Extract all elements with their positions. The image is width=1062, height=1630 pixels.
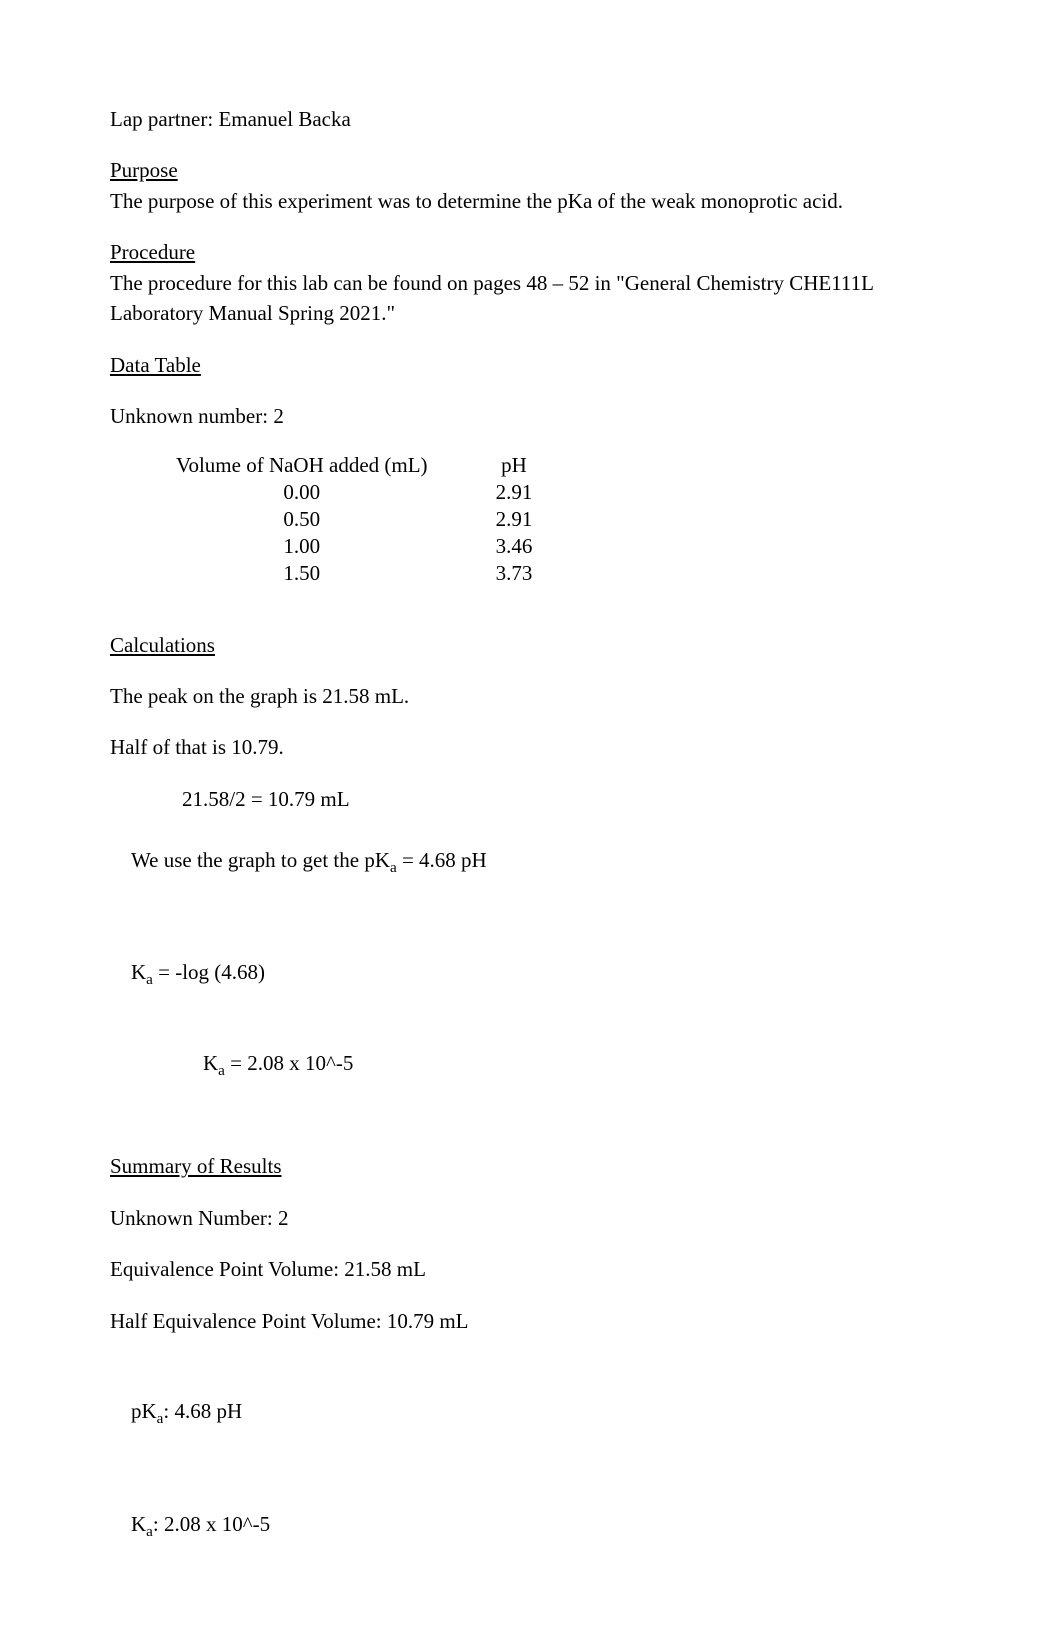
text-fragment: K (131, 960, 146, 984)
cell-ph: 2.91 (446, 480, 583, 507)
text-fragment: = -log (4.68) (153, 960, 265, 984)
text-fragment: p (131, 1399, 142, 1423)
calc-use-graph-line: We use the graph to get the pKa = 4.68 p… (110, 814, 952, 905)
col-header-ph: pH (446, 453, 583, 480)
subscript-a: a (390, 860, 397, 876)
calc-ka-line1: Ka = -log (4.68) (110, 927, 952, 1018)
calc-ka-line2: Ka = 2.08 x 10^-5 (110, 1018, 952, 1109)
text-fragment: We use the graph to get the p (131, 848, 375, 872)
data-table-label: Data Table (110, 350, 952, 380)
calc-peak-line: The peak on the graph is 21.58 mL. (110, 681, 952, 711)
cell-volume: 0.00 (158, 480, 446, 507)
subscript-a: a (146, 972, 153, 988)
text-fragment: K (142, 1399, 157, 1423)
text-fragment: K (375, 848, 390, 872)
text-fragment: K (131, 1512, 146, 1536)
procedure-text: The procedure for this lab can be found … (110, 268, 952, 329)
document-page: Lap partner: Emanuel Backa Purpose The p… (0, 0, 1062, 1630)
text-fragment: : 2.08 x 10^-5 (153, 1512, 270, 1536)
calc-half-line: Half of that is 10.79. (110, 732, 952, 762)
summary-ka: Ka: 2.08 x 10^-5 (110, 1478, 952, 1569)
text-fragment: : 4.68 pH (163, 1399, 242, 1423)
lab-partner-line: Lap partner: Emanuel Backa (110, 104, 952, 134)
cell-ph: 2.91 (446, 507, 583, 534)
cell-volume: 0.50 (158, 507, 446, 534)
procedure-label: Procedure (110, 237, 952, 267)
subscript-a: a (157, 1412, 164, 1428)
unknown-number-line: Unknown number: 2 (110, 401, 952, 431)
subscript-a: a (218, 1064, 225, 1080)
cell-ph: 3.73 (446, 561, 583, 588)
table-header-row: Volume of NaOH added (mL) pH (158, 453, 582, 480)
table-row: 1.00 3.46 (158, 534, 582, 561)
subscript-a: a (146, 1524, 153, 1540)
calculations-label: Calculations (110, 630, 952, 660)
data-table: Volume of NaOH added (mL) pH 0.00 2.91 0… (158, 453, 582, 588)
text-fragment: = 4.68 pH (397, 848, 487, 872)
purpose-label: Purpose (110, 155, 952, 185)
table-row: 0.00 2.91 (158, 480, 582, 507)
table-row: 1.50 3.73 (158, 561, 582, 588)
cell-volume: 1.50 (158, 561, 446, 588)
summary-pka: pKa: 4.68 pH (110, 1366, 952, 1457)
cell-ph: 3.46 (446, 534, 583, 561)
col-header-volume: Volume of NaOH added (mL) (158, 453, 446, 480)
summary-unknown: Unknown Number: 2 (110, 1203, 952, 1233)
purpose-text: The purpose of this experiment was to de… (110, 186, 952, 216)
summary-half-eq-point: Half Equivalence Point Volume: 10.79 mL (110, 1306, 952, 1336)
table-row: 0.50 2.91 (158, 507, 582, 534)
calc-half-equation: 21.58/2 = 10.79 mL (110, 784, 952, 814)
text-fragment: K (203, 1051, 218, 1075)
text-fragment: = 2.08 x 10^-5 (225, 1051, 353, 1075)
summary-eq-point: Equivalence Point Volume: 21.58 mL (110, 1254, 952, 1284)
cell-volume: 1.00 (158, 534, 446, 561)
summary-label: Summary of Results (110, 1151, 952, 1181)
